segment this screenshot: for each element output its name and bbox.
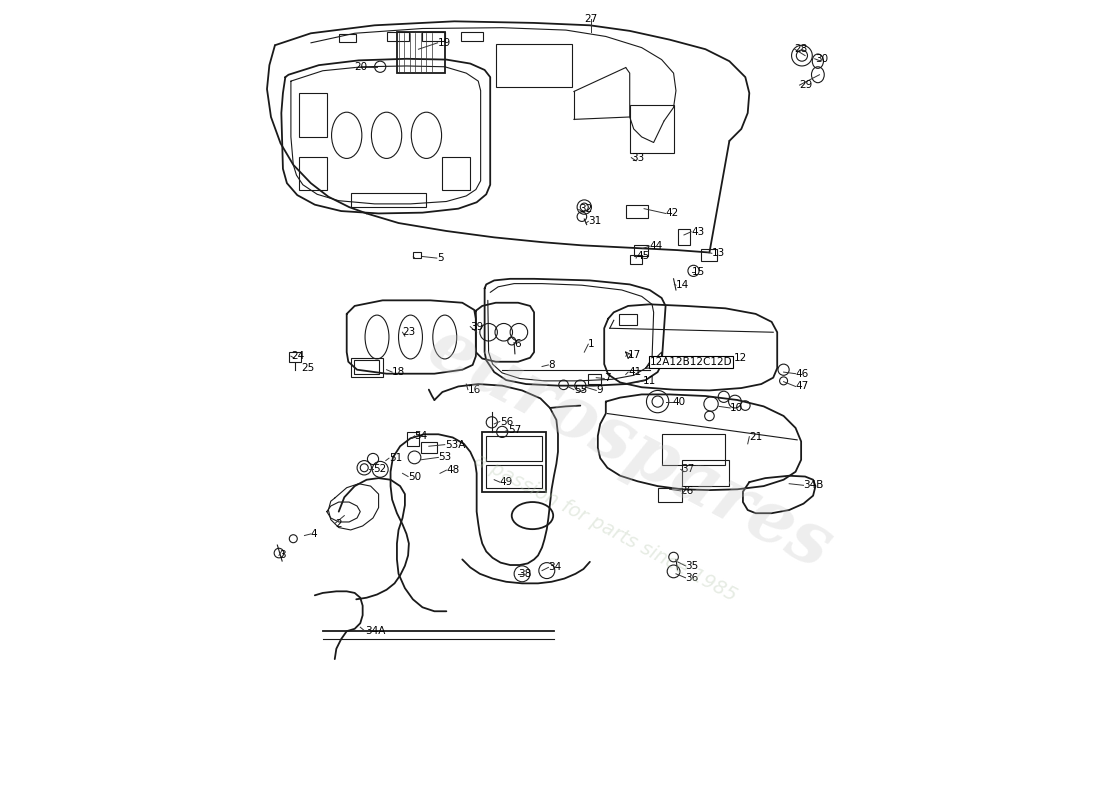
Bar <box>422 32 444 42</box>
Text: 32: 32 <box>579 205 592 214</box>
Text: 14: 14 <box>676 280 690 290</box>
Text: 46: 46 <box>795 369 808 378</box>
Text: 40: 40 <box>673 398 686 407</box>
Text: 24: 24 <box>290 351 305 361</box>
Bar <box>626 206 648 218</box>
Bar <box>412 252 421 258</box>
Text: 44: 44 <box>650 241 663 251</box>
Bar <box>397 32 444 73</box>
Bar <box>629 105 673 153</box>
Text: 39: 39 <box>471 322 484 332</box>
Text: 27: 27 <box>584 14 597 24</box>
Text: 43: 43 <box>691 226 704 237</box>
Text: 18: 18 <box>392 367 406 377</box>
Text: 52: 52 <box>373 464 386 474</box>
Text: 42: 42 <box>666 209 679 218</box>
Text: 17: 17 <box>628 350 641 359</box>
Bar <box>496 44 572 87</box>
Bar <box>299 93 327 137</box>
Text: 12: 12 <box>734 353 747 362</box>
Bar <box>407 432 419 446</box>
Bar <box>629 255 641 265</box>
Text: 29: 29 <box>800 80 813 90</box>
Bar <box>339 34 356 42</box>
Bar <box>442 157 471 190</box>
Bar <box>658 488 682 502</box>
Text: 4: 4 <box>311 529 318 539</box>
Bar <box>482 432 546 492</box>
Bar <box>288 352 301 362</box>
Text: 7: 7 <box>604 374 611 383</box>
Text: 34: 34 <box>549 562 562 573</box>
Bar <box>461 32 483 42</box>
Text: a passion for parts since 1985: a passion for parts since 1985 <box>471 450 740 605</box>
Bar <box>351 358 383 377</box>
Text: 57: 57 <box>508 426 521 435</box>
Bar <box>682 460 729 486</box>
Bar <box>702 249 717 262</box>
Text: 41: 41 <box>628 367 641 377</box>
Text: 21: 21 <box>749 432 762 442</box>
Text: 49: 49 <box>499 477 513 487</box>
Text: 34A: 34A <box>365 626 385 636</box>
Text: 6: 6 <box>514 339 520 349</box>
Text: 1: 1 <box>588 339 595 349</box>
Text: 28: 28 <box>794 44 808 54</box>
Text: 9: 9 <box>596 386 603 395</box>
Text: 23: 23 <box>403 327 416 338</box>
Text: 48: 48 <box>447 465 460 475</box>
Text: 37: 37 <box>681 464 694 474</box>
Text: 30: 30 <box>815 54 828 64</box>
Text: eurospares: eurospares <box>416 311 844 584</box>
Text: 51: 51 <box>389 453 403 463</box>
Text: 13: 13 <box>712 248 725 258</box>
Text: 12A12B12C12D: 12A12B12C12D <box>650 357 733 366</box>
Bar <box>661 434 725 465</box>
Text: 38: 38 <box>518 569 531 578</box>
Text: 55: 55 <box>574 385 587 394</box>
Text: 15: 15 <box>692 267 705 278</box>
Bar <box>588 374 601 384</box>
Text: 25: 25 <box>301 363 315 373</box>
Text: 31: 31 <box>588 217 602 226</box>
Bar <box>354 360 379 374</box>
Text: 54: 54 <box>415 431 428 441</box>
Text: 47: 47 <box>795 382 808 391</box>
Text: 53: 53 <box>439 452 452 462</box>
Text: 2: 2 <box>334 518 341 529</box>
Bar <box>619 314 637 325</box>
Text: 10: 10 <box>730 403 744 413</box>
Bar <box>351 193 427 207</box>
Bar <box>421 442 437 454</box>
Text: 33: 33 <box>631 153 645 162</box>
Text: 34B: 34B <box>803 480 824 490</box>
Bar <box>486 466 542 488</box>
Text: 53A: 53A <box>444 440 465 450</box>
Text: 35: 35 <box>685 561 698 571</box>
Text: 36: 36 <box>685 573 698 582</box>
Text: 26: 26 <box>681 486 694 496</box>
Text: 16: 16 <box>468 385 481 394</box>
Bar <box>486 436 542 462</box>
Text: 11: 11 <box>644 376 657 386</box>
Bar <box>386 32 409 42</box>
Bar <box>299 157 327 190</box>
Text: 20: 20 <box>354 62 367 72</box>
Text: 19: 19 <box>438 38 451 48</box>
Bar <box>634 245 648 256</box>
Text: 5: 5 <box>437 253 443 263</box>
Text: 45: 45 <box>637 250 650 261</box>
Text: 50: 50 <box>408 471 421 482</box>
Bar <box>678 229 691 245</box>
Text: 8: 8 <box>549 360 556 370</box>
Text: 56: 56 <box>499 417 513 426</box>
Text: 3: 3 <box>279 550 286 561</box>
